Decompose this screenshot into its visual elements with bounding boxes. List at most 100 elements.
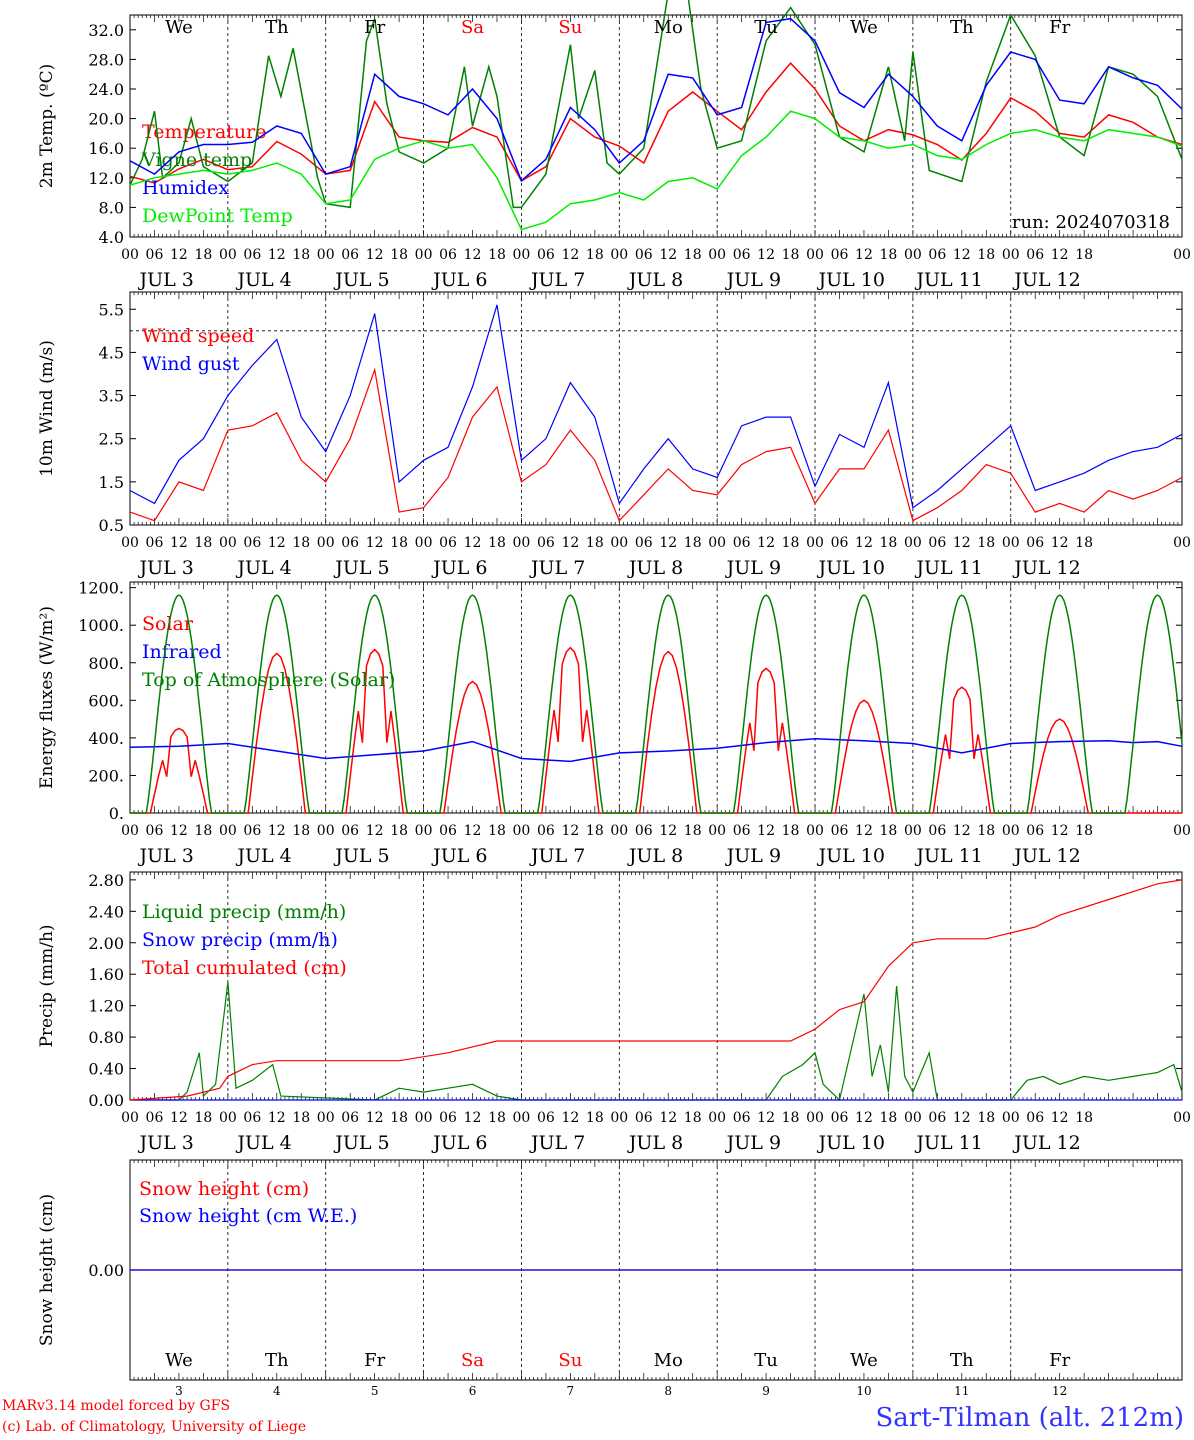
legend-entry: Wind gust (142, 353, 240, 375)
legend-entry: Liquid precip (mm/h) (142, 901, 346, 923)
day-name: Fr (1049, 17, 1070, 38)
hour-label: 00 (806, 823, 824, 839)
y-tick-label: 2.40 (88, 902, 124, 921)
hour-label: 00 (513, 247, 531, 263)
y-tick-label: 4.5 (99, 343, 124, 362)
y-tick-label: 32.0 (88, 21, 124, 40)
hour-label: 12 (953, 1110, 971, 1126)
hour-label: 06 (733, 1110, 751, 1126)
hour-label: 06 (928, 1110, 946, 1126)
series-wind-speed (129, 367, 1183, 522)
hour-label: 00 (219, 535, 237, 551)
hour-label: 18 (977, 1110, 995, 1126)
hour-label: 06 (439, 823, 457, 839)
y-tick-label: 400. (88, 729, 124, 748)
hour-label: 00 (610, 1110, 628, 1126)
series-humidex (129, 17, 1183, 183)
station-name: Sart-Tilman (alt. 212m) (875, 1403, 1184, 1433)
day-name: Mo (654, 1350, 683, 1371)
legend-entry: Snow height (cm W.E.) (139, 1205, 357, 1227)
hour-label: 06 (1026, 535, 1044, 551)
y-tick-label: 28.0 (88, 50, 124, 69)
hour-label: 18 (684, 247, 702, 263)
y-tick-label: 0. (109, 804, 124, 823)
hour-label: 12 (170, 823, 188, 839)
hour-label: 06 (733, 247, 751, 263)
hour-label: 06 (831, 247, 849, 263)
hour-label: 12 (464, 535, 482, 551)
series-temperature (129, 61, 1183, 184)
panel-precip: 0.00 0.40 0.80 1.20 1.60 2.00 2.40 2.80 Precip (… (37, 871, 1191, 1154)
hour-label: 06 (928, 823, 946, 839)
hour-label: 12 (659, 823, 677, 839)
hour-label: 06 (439, 535, 457, 551)
hour-label: 18 (292, 1110, 310, 1126)
hour-label: 18 (1075, 535, 1093, 551)
hour-label: 12 (366, 247, 384, 263)
date-label: JUL 3 (138, 269, 194, 291)
date-label: JUL 12 (1012, 1132, 1080, 1154)
hour-label: 18 (977, 247, 995, 263)
y-tick-label: 200. (88, 766, 124, 785)
hour-label: 18 (586, 535, 604, 551)
date-label: JUL 4 (235, 1132, 291, 1154)
series-total-cumulated-cm- (129, 879, 1183, 1101)
y-axis-label: Energy fluxes (W/m²) (37, 606, 57, 789)
y-axis-label: 2m Temp. (ºC) (37, 64, 57, 189)
hour-label: 18 (390, 1110, 408, 1126)
hour-label: 06 (243, 247, 261, 263)
hour-label: 00 (513, 1110, 531, 1126)
y-tick-label: 1200. (78, 579, 124, 598)
hour-label: 00 (610, 535, 628, 551)
hour-label: 12 (1051, 247, 1069, 263)
day-name: We (165, 17, 193, 38)
date-label: JUL 3 (138, 557, 194, 579)
hour-label: 06 (635, 247, 653, 263)
panel-temp: 4.0 8.0 12.0 16.0 20.0 24.0 28.0 32.0 2m Temp. (… (37, 0, 1191, 291)
hour-label: 06 (831, 535, 849, 551)
day-name: Sa (461, 17, 484, 38)
hour-label: 06 (1026, 247, 1044, 263)
hour-label: 06 (733, 535, 751, 551)
hour-label: 18 (782, 247, 800, 263)
hour-label: 06 (635, 535, 653, 551)
date-label: JUL 7 (529, 1132, 585, 1154)
hour-label: 12 (659, 247, 677, 263)
date-label: JUL 6 (431, 845, 487, 867)
y-tick-label: 600. (88, 691, 124, 710)
hour-label: 12 (953, 247, 971, 263)
y-tick-label: 16.0 (88, 139, 124, 158)
hour-label: 06 (146, 247, 164, 263)
date-label: JUL 10 (816, 269, 884, 291)
y-tick-label: 0.00 (88, 1091, 124, 1110)
date-number: 6 (469, 1384, 477, 1398)
date-label: JUL 11 (914, 1132, 982, 1154)
legend-entry: Wind speed (142, 325, 254, 347)
hour-label: 06 (243, 535, 261, 551)
hour-label: 00 (1173, 247, 1191, 263)
hour-label: 00 (610, 823, 628, 839)
date-label: JUL 5 (333, 845, 389, 867)
hour-label: 18 (488, 823, 506, 839)
y-tick-label: 5.5 (99, 300, 124, 319)
y-tick-label: 20.0 (88, 110, 124, 129)
hour-label: 12 (561, 823, 579, 839)
hour-label: 00 (317, 823, 335, 839)
hour-label: 00 (904, 247, 922, 263)
hour-label: 12 (464, 1110, 482, 1126)
hour-label: 12 (757, 247, 775, 263)
hour-label: 06 (831, 823, 849, 839)
date-number: 7 (567, 1384, 575, 1398)
date-number: 3 (175, 1384, 183, 1398)
y-tick-label: 4.0 (99, 228, 124, 247)
y-axis-label: Snow height (cm) (37, 1194, 57, 1346)
date-label: JUL 7 (529, 557, 585, 579)
hour-label: 00 (1173, 1110, 1191, 1126)
date-number: 9 (762, 1384, 770, 1398)
hour-label: 18 (782, 535, 800, 551)
date-label: JUL 8 (627, 1132, 683, 1154)
legend-entry: Vigne temp (141, 149, 252, 171)
hour-label: 18 (684, 823, 702, 839)
hour-label: 06 (439, 1110, 457, 1126)
hour-label: 00 (1002, 823, 1020, 839)
